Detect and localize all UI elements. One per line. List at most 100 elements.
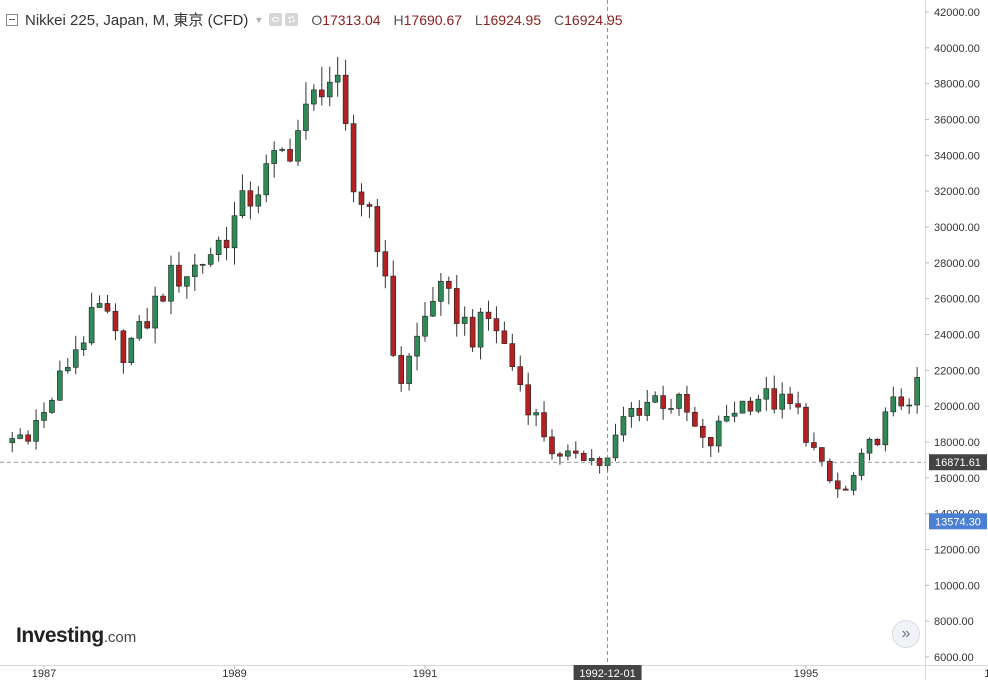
candle-body[interactable]: [342, 74, 349, 124]
candle-body[interactable]: [239, 190, 246, 217]
candle-body[interactable]: [9, 438, 16, 443]
candle-body[interactable]: [763, 388, 770, 400]
candle-body[interactable]: [668, 408, 674, 410]
candle-body[interactable]: [223, 239, 230, 249]
candle-body[interactable]: [65, 367, 71, 372]
candle-body[interactable]: [890, 396, 897, 413]
candle-body[interactable]: [390, 275, 397, 356]
candle-body[interactable]: [684, 393, 690, 413]
chevron-down-icon[interactable]: ▼: [254, 14, 264, 25]
candle-body[interactable]: [247, 190, 254, 207]
candle-body[interactable]: [850, 475, 857, 491]
candle-body[interactable]: [795, 403, 801, 408]
candle-body[interactable]: [644, 401, 651, 416]
candle-body[interactable]: [469, 316, 476, 348]
candle-body[interactable]: [755, 398, 762, 412]
collapse-icon[interactable]: [6, 13, 18, 26]
candle-body[interactable]: [509, 343, 516, 367]
candle-body[interactable]: [152, 295, 158, 329]
candle-body[interactable]: [406, 355, 412, 384]
candle-body[interactable]: [176, 264, 182, 287]
candle-body[interactable]: [723, 415, 730, 422]
candle-body[interactable]: [199, 264, 206, 266]
candle-body[interactable]: [80, 342, 87, 351]
candle-body[interactable]: [104, 303, 111, 312]
candle-body[interactable]: [866, 438, 873, 454]
candle-body[interactable]: [858, 452, 865, 476]
candle-body[interactable]: [612, 434, 619, 459]
candle-body[interactable]: [112, 310, 119, 332]
candle-body[interactable]: [72, 349, 79, 368]
candle-body[interactable]: [874, 438, 881, 446]
candle-body[interactable]: [207, 254, 214, 265]
candle-body[interactable]: [914, 377, 920, 406]
candle-body[interactable]: [144, 321, 150, 329]
candle-body[interactable]: [549, 436, 555, 455]
candle-body[interactable]: [382, 251, 389, 277]
candle-body[interactable]: [358, 191, 365, 205]
candle-body[interactable]: [263, 163, 270, 196]
candle-body[interactable]: [787, 393, 793, 404]
candle-body[interactable]: [168, 264, 174, 302]
scroll-to-latest-button[interactable]: »: [892, 620, 920, 648]
candle-body[interactable]: [231, 215, 238, 249]
candle-body[interactable]: [184, 276, 190, 287]
candle-body[interactable]: [811, 442, 817, 448]
candle-body[interactable]: [414, 335, 420, 357]
candle-body[interactable]: [446, 280, 452, 289]
candle-body[interactable]: [477, 311, 484, 348]
candle-body[interactable]: [779, 393, 785, 410]
candle-body[interactable]: [25, 434, 31, 442]
candle-body[interactable]: [565, 450, 571, 457]
candle-body[interactable]: [33, 420, 39, 442]
candle-body[interactable]: [819, 447, 825, 462]
candle-body[interactable]: [898, 396, 905, 407]
candle-body[interactable]: [430, 301, 436, 317]
candle-body[interactable]: [17, 434, 23, 439]
candle-body[interactable]: [906, 404, 912, 407]
candle-body[interactable]: [771, 388, 778, 410]
candle-body[interactable]: [882, 411, 889, 446]
candle-body[interactable]: [453, 288, 460, 324]
candle-body[interactable]: [739, 400, 746, 414]
candle-body[interactable]: [461, 316, 468, 324]
candle-body[interactable]: [533, 412, 539, 416]
candle-body[interactable]: [311, 89, 317, 105]
candle-body[interactable]: [136, 321, 143, 339]
candle-body[interactable]: [517, 366, 524, 386]
candle-body[interactable]: [215, 239, 222, 255]
candle-body[interactable]: [525, 384, 531, 416]
candle-body[interactable]: [422, 315, 428, 337]
candle-body[interactable]: [192, 264, 198, 277]
candle-body[interactable]: [366, 204, 373, 207]
candle-body[interactable]: [715, 420, 722, 447]
candle-body[interactable]: [319, 89, 325, 98]
candle-body[interactable]: [120, 330, 127, 364]
candle-body[interactable]: [374, 206, 381, 252]
candle-body[interactable]: [255, 194, 262, 207]
candle-body[interactable]: [573, 450, 579, 454]
candle-body[interactable]: [557, 453, 563, 457]
candle-body[interactable]: [96, 303, 103, 308]
candle-body[interactable]: [636, 408, 643, 416]
candle-body[interactable]: [660, 395, 666, 409]
candle-body[interactable]: [676, 393, 682, 409]
candle-body[interactable]: [326, 81, 333, 98]
candle-body[interactable]: [747, 400, 754, 412]
candle-body[interactable]: [334, 74, 341, 83]
candle-body[interactable]: [398, 355, 404, 384]
candle-body[interactable]: [279, 149, 285, 151]
candle-body[interactable]: [493, 318, 500, 332]
candle-body[interactable]: [541, 412, 547, 438]
candle-body[interactable]: [834, 480, 841, 490]
candle-body[interactable]: [692, 411, 698, 427]
candle-body[interactable]: [588, 458, 595, 461]
candle-body[interactable]: [41, 412, 47, 421]
candle-body[interactable]: [295, 130, 301, 162]
candle-body[interactable]: [128, 337, 135, 364]
candle-body[interactable]: [501, 330, 508, 344]
candle-body[interactable]: [271, 150, 277, 164]
candle-body[interactable]: [707, 437, 714, 447]
